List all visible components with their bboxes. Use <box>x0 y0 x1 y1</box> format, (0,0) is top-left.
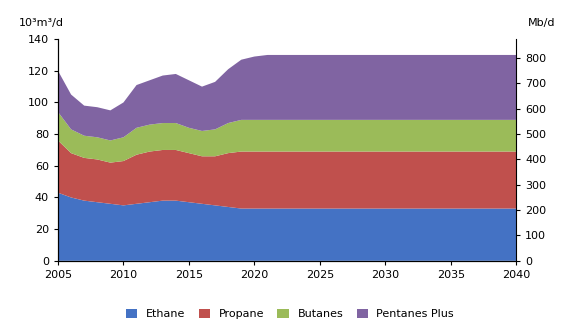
Text: 10³m³/d: 10³m³/d <box>19 18 64 28</box>
Legend: Ethane, Propane, Butanes, Pentanes Plus: Ethane, Propane, Butanes, Pentanes Plus <box>121 305 459 324</box>
Text: Mb/d: Mb/d <box>528 18 555 28</box>
